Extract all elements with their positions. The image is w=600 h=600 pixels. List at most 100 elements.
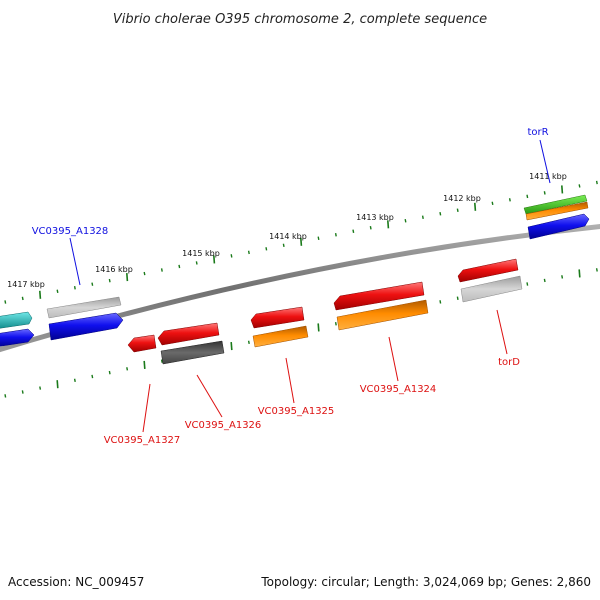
scale-tick — [108, 278, 111, 283]
scale-tick — [334, 233, 337, 237]
gene-feature[interactable] — [460, 275, 523, 303]
scale-tick — [56, 380, 59, 389]
gene-label-VC0395_A1327[interactable]: VC0395_A1327 — [104, 435, 181, 446]
scale-tick — [213, 255, 216, 264]
gene-feature[interactable] — [0, 311, 33, 329]
reverse-strand — [127, 258, 523, 365]
gene-feature[interactable] — [336, 299, 429, 331]
scale-tick — [439, 300, 442, 304]
gene-label-torD[interactable]: torD — [498, 357, 520, 368]
genome-summary: Topology: circular; Length: 3,024,069 bp… — [260, 575, 591, 589]
scale-tick — [91, 374, 94, 379]
scale-tick — [595, 180, 598, 185]
scale-tick — [404, 219, 407, 223]
callout-line — [285, 357, 295, 404]
scale-tick — [21, 390, 24, 394]
scale-tick — [334, 322, 337, 326]
scale-tick — [39, 386, 42, 390]
scale-tick — [160, 268, 163, 272]
kbp-label: 1413 kbp — [356, 213, 394, 222]
scale-tick — [543, 278, 546, 283]
scale-tick — [21, 296, 24, 301]
scale-tick — [317, 236, 320, 241]
scale-tick — [230, 341, 233, 351]
scale-tick — [421, 215, 424, 219]
scale-tick — [491, 201, 494, 206]
gene-label-torR[interactable]: torR — [527, 127, 548, 138]
kbp-label: 1417 kbp — [7, 280, 45, 289]
callout-lines — [69, 139, 551, 433]
gene-feature[interactable] — [0, 328, 35, 347]
scale-tick — [526, 194, 529, 199]
scale-tick — [160, 359, 163, 363]
scale-tick — [474, 202, 477, 211]
scale-tick — [526, 282, 529, 286]
gene-feature[interactable] — [525, 201, 589, 221]
scale-tick — [282, 243, 285, 248]
kbp-label: 1416 kbp — [95, 265, 133, 274]
callout-line — [196, 374, 223, 418]
scale-tick — [4, 394, 7, 398]
callout-line — [539, 139, 551, 184]
callout-line — [142, 383, 151, 433]
scale-tick — [230, 254, 233, 258]
scale-tick — [143, 360, 146, 370]
gene-torD[interactable] — [457, 258, 519, 283]
scale-track-outer — [4, 180, 598, 304]
scale-tick — [265, 247, 268, 251]
accession-text: Accession: NC_009457 — [8, 575, 144, 589]
scale-tick — [73, 378, 76, 383]
scale-tick — [247, 340, 250, 345]
gene-VC0395_A1327[interactable] — [127, 334, 157, 353]
scale-tick — [439, 212, 442, 216]
gene-label-VC0395_A1324[interactable]: VC0395_A1324 — [360, 384, 437, 395]
scale-tick — [561, 275, 564, 279]
gene-feature[interactable] — [160, 340, 225, 365]
scale-tick — [178, 264, 181, 269]
scale-tick — [56, 289, 59, 294]
gene-VC0395_A1326[interactable] — [157, 322, 220, 346]
scale-tick — [578, 184, 581, 188]
callout-line — [388, 336, 399, 382]
gene-VC0395_A1325[interactable] — [250, 306, 305, 329]
scale-tick — [108, 370, 111, 375]
gene-label-VC0395_A1328[interactable]: VC0395_A1328 — [32, 226, 109, 237]
gene-label-VC0395_A1326[interactable]: VC0395_A1326 — [185, 420, 262, 431]
gene-VC0395_A1328[interactable] — [48, 312, 124, 341]
scale-tick — [126, 273, 129, 282]
forward-strand — [0, 194, 590, 347]
gene-feature[interactable] — [252, 325, 309, 348]
gene-VC0395_A1324[interactable] — [333, 281, 425, 311]
kbp-label: 1415 kbp — [182, 249, 220, 258]
scale-tick — [195, 261, 198, 265]
scale-tick — [4, 300, 7, 304]
map-title: Vibrio cholerae O395 chromosome 2, compl… — [113, 12, 487, 27]
gene-feature[interactable] — [46, 296, 122, 319]
scale-tick — [247, 250, 250, 255]
kbp-label: 1412 kbp — [443, 194, 481, 203]
scale-tick — [300, 237, 303, 246]
kbp-label: 1414 kbp — [269, 232, 307, 241]
scale-tick — [73, 286, 76, 290]
scale-tick — [561, 185, 564, 194]
scale-tick — [91, 282, 94, 286]
scale-tick — [543, 191, 546, 195]
gene-feature[interactable] — [523, 194, 588, 215]
scale-tick — [578, 269, 581, 278]
scale-tick — [456, 296, 459, 300]
scale-tick — [126, 367, 129, 371]
gene-labels: VC0395_A1328 torR VC0395_A1327 VC0395_A1… — [32, 127, 549, 446]
scale-tick — [39, 290, 42, 299]
scale-tick — [317, 323, 320, 332]
scale-tick — [143, 271, 146, 276]
scale-tick — [508, 198, 511, 202]
scale-tick — [352, 229, 355, 233]
scale-tick — [456, 208, 459, 213]
scale-tick — [369, 226, 372, 230]
gene-label-VC0395_A1325[interactable]: VC0395_A1325 — [258, 406, 335, 417]
gene-torR[interactable] — [527, 213, 590, 240]
scale-tick — [595, 268, 598, 272]
scale-tick — [387, 220, 390, 229]
callout-line — [496, 309, 508, 355]
